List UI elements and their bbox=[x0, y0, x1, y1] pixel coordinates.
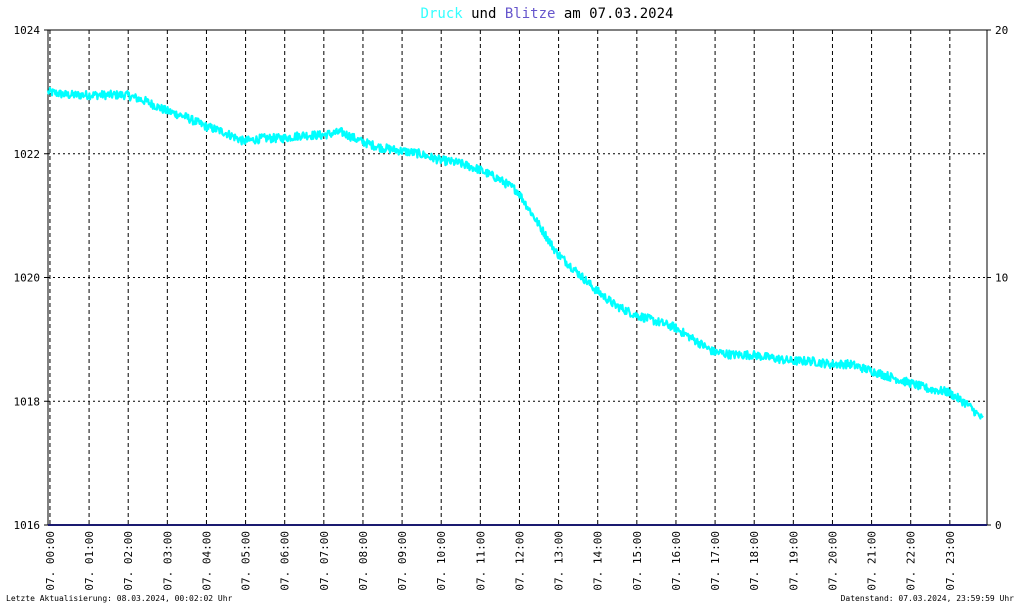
x-tick-label: 07. 21:00 bbox=[866, 531, 879, 591]
series bbox=[46, 86, 987, 526]
title-blitze: Blitze bbox=[505, 6, 556, 22]
x-tick-label: 07. 05:00 bbox=[240, 531, 253, 591]
x-tick-label: 07. 09:00 bbox=[396, 531, 409, 591]
title-druck: Druck bbox=[421, 6, 464, 22]
y-right-tick-label: 20 bbox=[995, 24, 1008, 37]
y-right-tick-label: 0 bbox=[995, 519, 1002, 532]
title-date: am 07.03.2024 bbox=[555, 6, 673, 22]
y-left-tick-label: 1020 bbox=[14, 272, 41, 285]
x-tick-label: 07. 14:00 bbox=[592, 531, 605, 591]
x-tick-label: 07. 11:00 bbox=[474, 531, 487, 591]
x-tick-label: 07. 08:00 bbox=[357, 531, 370, 591]
x-tick-label: 07. 23:00 bbox=[944, 531, 957, 591]
chart-title: Druck und Blitze am 07.03.2024 bbox=[421, 6, 674, 22]
y-left-tick-label: 1016 bbox=[14, 519, 41, 532]
x-tick-label: 07. 13:00 bbox=[553, 531, 566, 591]
x-tick-label: 07. 15:00 bbox=[631, 531, 644, 591]
x-tick-label: 07. 00:00 bbox=[44, 531, 57, 591]
title-und: und bbox=[463, 6, 505, 22]
x-tick-label: 07. 12:00 bbox=[513, 531, 526, 591]
series-line-druck bbox=[46, 86, 984, 420]
x-tick-label: 07. 16:00 bbox=[670, 531, 683, 591]
x-tick-label: 07. 07:00 bbox=[318, 531, 331, 591]
x-tick-label: 07. 10:00 bbox=[435, 531, 448, 591]
y-left-tick-label: 1024 bbox=[14, 24, 41, 37]
x-tick-label: 07. 18:00 bbox=[748, 531, 761, 591]
y-left-tick-label: 1018 bbox=[14, 395, 41, 408]
x-tick-label: 07. 06:00 bbox=[279, 531, 292, 591]
tick-labels: 1024 1022 1020 1018 1016 20 10 0 07. 00:00 07. 01… bbox=[14, 24, 1009, 591]
data-status-label: Datenstand: 07.03.2024, 23:59:59 Uhr bbox=[841, 594, 1015, 603]
x-tick-label: 07. 02:00 bbox=[122, 531, 135, 591]
y-left-tick-label: 1022 bbox=[14, 148, 41, 161]
y-right-tick-label: 10 bbox=[995, 272, 1008, 285]
last-update-label: Letzte Aktualisierung: 08.03.2024, 00:02… bbox=[6, 594, 233, 603]
x-tick-label: 07. 04:00 bbox=[200, 531, 213, 591]
x-tick-label: 07. 01:00 bbox=[83, 531, 96, 591]
x-tick-label: 07. 03:00 bbox=[161, 531, 174, 591]
axes bbox=[44, 29, 991, 526]
x-tick-label: 07. 17:00 bbox=[709, 531, 722, 591]
x-tick-label: 07. 22:00 bbox=[905, 531, 918, 591]
x-tick-label: 07. 20:00 bbox=[826, 531, 839, 591]
grid-lines bbox=[48, 30, 987, 525]
x-tick-label: 07. 19:00 bbox=[787, 531, 800, 591]
